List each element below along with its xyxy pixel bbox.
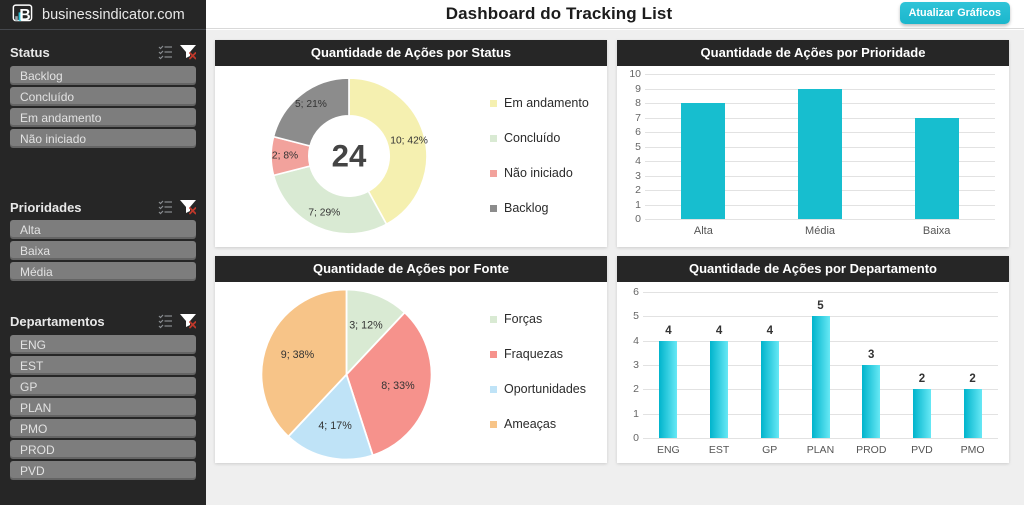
svg-text:B: B (19, 7, 30, 24)
svg-text:24: 24 (332, 139, 367, 174)
svg-text:5; 21%: 5; 21% (295, 99, 327, 110)
svg-text:3; 12%: 3; 12% (349, 319, 383, 331)
svg-text:10; 42%: 10; 42% (390, 135, 428, 146)
svg-text:7; 29%: 7; 29% (308, 208, 340, 219)
svg-text:4; 17%: 4; 17% (318, 420, 352, 432)
svg-text:8; 33%: 8; 33% (381, 380, 415, 392)
svg-text:9; 38%: 9; 38% (281, 349, 315, 361)
svg-text:2; 8%: 2; 8% (272, 151, 298, 162)
